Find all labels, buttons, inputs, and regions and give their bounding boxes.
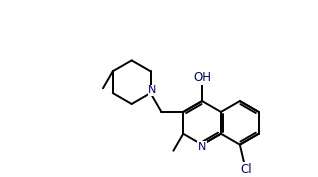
Text: N: N — [198, 142, 206, 152]
Text: Cl: Cl — [241, 163, 252, 176]
Text: OH: OH — [193, 71, 211, 84]
Text: N: N — [148, 85, 157, 95]
